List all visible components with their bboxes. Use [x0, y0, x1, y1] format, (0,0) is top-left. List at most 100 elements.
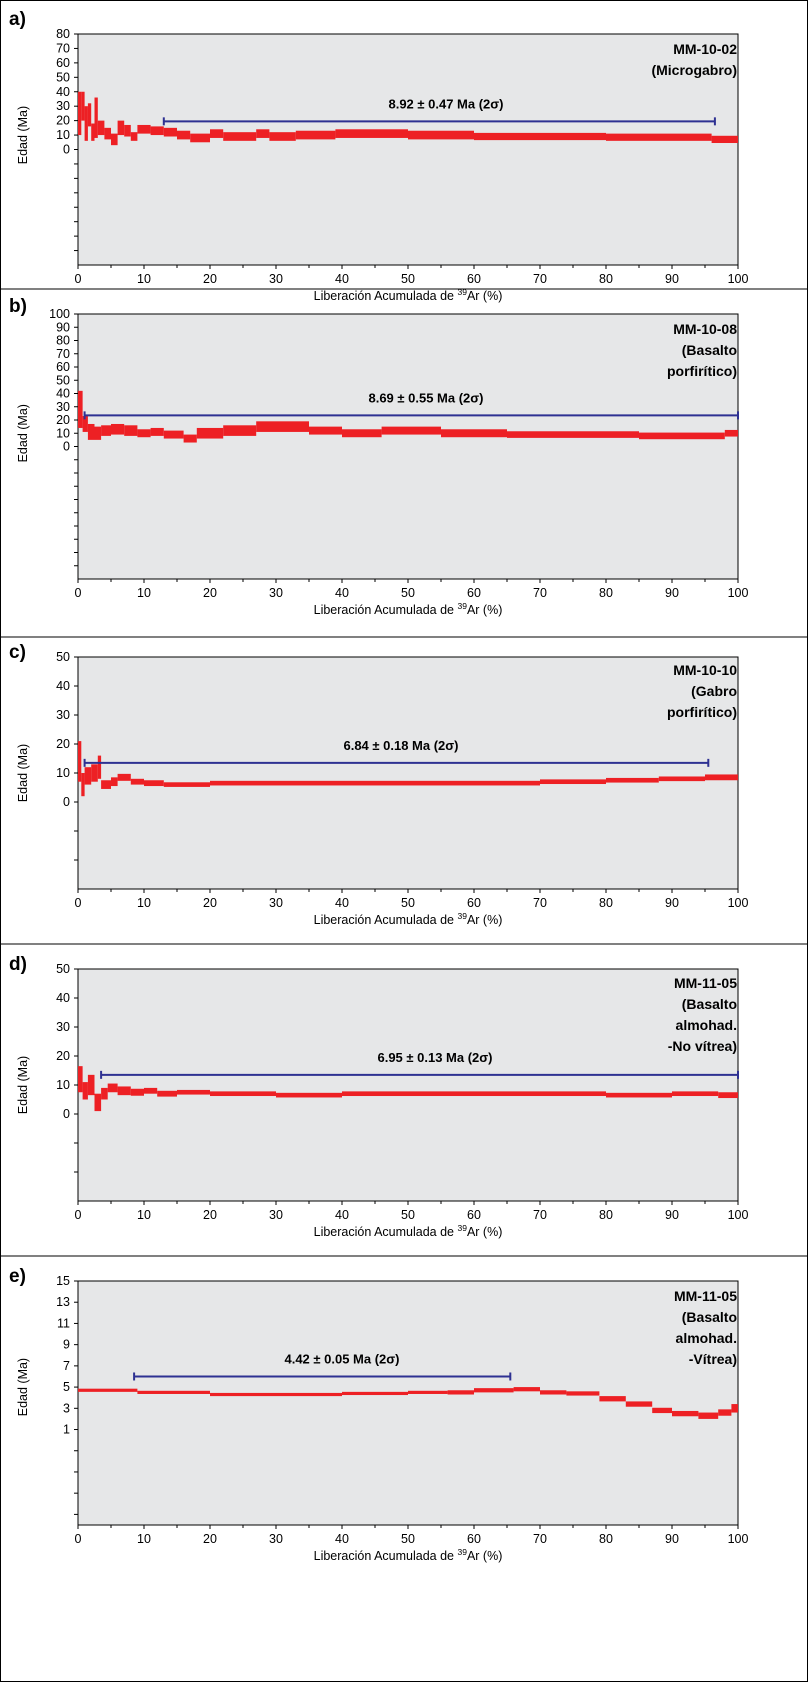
x-tick-label: 10: [137, 1208, 151, 1222]
x-axis-title: Liberación Acumulada de 39Ar (%): [314, 601, 503, 617]
spectrum-step: [91, 123, 95, 141]
y-tick-label: 50: [56, 373, 70, 387]
x-tick-label: 90: [665, 272, 679, 286]
spectrum-step: [335, 129, 408, 138]
spectrum-step: [97, 755, 102, 779]
x-tick-label: 80: [599, 586, 613, 600]
y-tick-label: 10: [56, 128, 70, 142]
spectrum-step: [107, 1083, 118, 1093]
chart-panel-d: d) 0 10 20 30 40 50 0 10 20 30 40 50 60 70 80 90 100 Liber…: [9, 954, 748, 1239]
x-tick-label: 70: [533, 1532, 547, 1546]
spectrum-step: [101, 780, 111, 789]
x-axis-title: Liberación Acumulada de 39Ar (%): [314, 1223, 503, 1239]
spectrum-step: [210, 780, 276, 786]
y-tick-label: 50: [56, 962, 70, 976]
y-tick-label: 50: [56, 650, 70, 664]
spectrum-step: [87, 1074, 95, 1096]
y-tick-label: 20: [56, 1049, 70, 1063]
spectrum-step: [731, 1404, 738, 1413]
spectrum-step: [672, 1410, 699, 1417]
panel-letter: d): [9, 954, 27, 975]
spectrum-step: [210, 1091, 276, 1097]
spectrum-step: [87, 423, 95, 440]
x-tick-label: 50: [401, 1208, 415, 1222]
x-tick-label: 10: [137, 586, 151, 600]
spectrum-step: [606, 1092, 672, 1098]
x-tick-label: 60: [467, 1208, 481, 1222]
sample-description: (Microgabro): [651, 62, 737, 78]
spectrum-step: [408, 130, 474, 140]
plateau-age-label: 8.92 ± 0.47 Ma (2σ): [388, 96, 503, 111]
spectrum-step: [78, 741, 82, 782]
spectrum-step: [342, 1391, 408, 1396]
y-tick-label: 5: [63, 1380, 70, 1394]
y-tick-label: 80: [56, 27, 70, 41]
spectrum-step: [104, 127, 111, 140]
sample-id: MM-10-10: [673, 662, 737, 678]
spectrum-step: [672, 133, 712, 141]
spectrum-step: [573, 431, 639, 438]
y-tick-label: 100: [49, 307, 70, 321]
x-tick-label: 40: [335, 896, 349, 910]
y-tick-label: 10: [56, 426, 70, 440]
spectrum-step: [87, 103, 92, 127]
y-tick-label: 70: [56, 41, 70, 55]
spectrum-step: [698, 1412, 719, 1419]
sample-description: -No vítrea): [668, 1038, 737, 1054]
y-tick-label: 90: [56, 320, 70, 334]
plateau-age-label: 6.84 ± 0.18 Ma (2σ): [343, 738, 458, 753]
y-tick-label: 70: [56, 347, 70, 361]
y-tick-label: 60: [56, 360, 70, 374]
x-tick-label: 70: [533, 1208, 547, 1222]
spectrum-step: [163, 782, 210, 787]
x-tick-label: 10: [137, 1532, 151, 1546]
spectrum-step: [408, 1390, 448, 1394]
spectrum-step: [705, 774, 738, 781]
x-tick-label: 80: [599, 272, 613, 286]
x-tick-label: 0: [75, 272, 82, 286]
spectrum-step: [540, 1091, 606, 1097]
spectrum-step: [78, 1388, 138, 1392]
spectrum-step: [540, 779, 606, 785]
x-tick-label: 20: [203, 586, 217, 600]
spectrum-step: [78, 1066, 83, 1093]
spectrum-step: [566, 1391, 600, 1396]
spectrum-step: [381, 426, 441, 435]
y-tick-label: 40: [56, 387, 70, 401]
spectrum-step: [342, 429, 382, 438]
y-tick-label: 10: [56, 766, 70, 780]
sample-description: porfirítico): [667, 704, 737, 720]
y-tick-label: 30: [56, 708, 70, 722]
spectrum-step: [625, 1401, 653, 1407]
spectrum-step: [137, 1390, 210, 1394]
x-tick-label: 10: [137, 896, 151, 910]
x-tick-label: 50: [401, 272, 415, 286]
plateau-age-label: 8.69 ± 0.55 Ma (2σ): [368, 390, 483, 405]
x-axis-title: Liberación Acumulada de 39Ar (%): [314, 911, 503, 927]
spectrum-step: [276, 1392, 342, 1397]
x-tick-label: 20: [203, 272, 217, 286]
y-tick-label: 0: [63, 1107, 70, 1121]
y-tick-label: 20: [56, 737, 70, 751]
spectrum-step: [177, 130, 191, 140]
y-tick-label: 20: [56, 413, 70, 427]
spectrum-step: [177, 1089, 210, 1095]
x-tick-label: 30: [269, 1532, 283, 1546]
spectrum-step: [101, 425, 111, 436]
plateau-age-label: 6.95 ± 0.13 Ma (2σ): [377, 1050, 492, 1065]
x-tick-label: 70: [533, 272, 547, 286]
y-tick-label: 1: [63, 1423, 70, 1437]
spectrum-step: [599, 1396, 626, 1402]
x-tick-label: 70: [533, 896, 547, 910]
spectrum-step: [81, 773, 85, 797]
spectrum-step: [606, 133, 672, 141]
spectrum-step: [309, 426, 342, 435]
spectrum-step: [639, 432, 725, 440]
spectrum-step: [183, 434, 197, 443]
y-axis-title: Edad (Ma): [16, 404, 30, 462]
